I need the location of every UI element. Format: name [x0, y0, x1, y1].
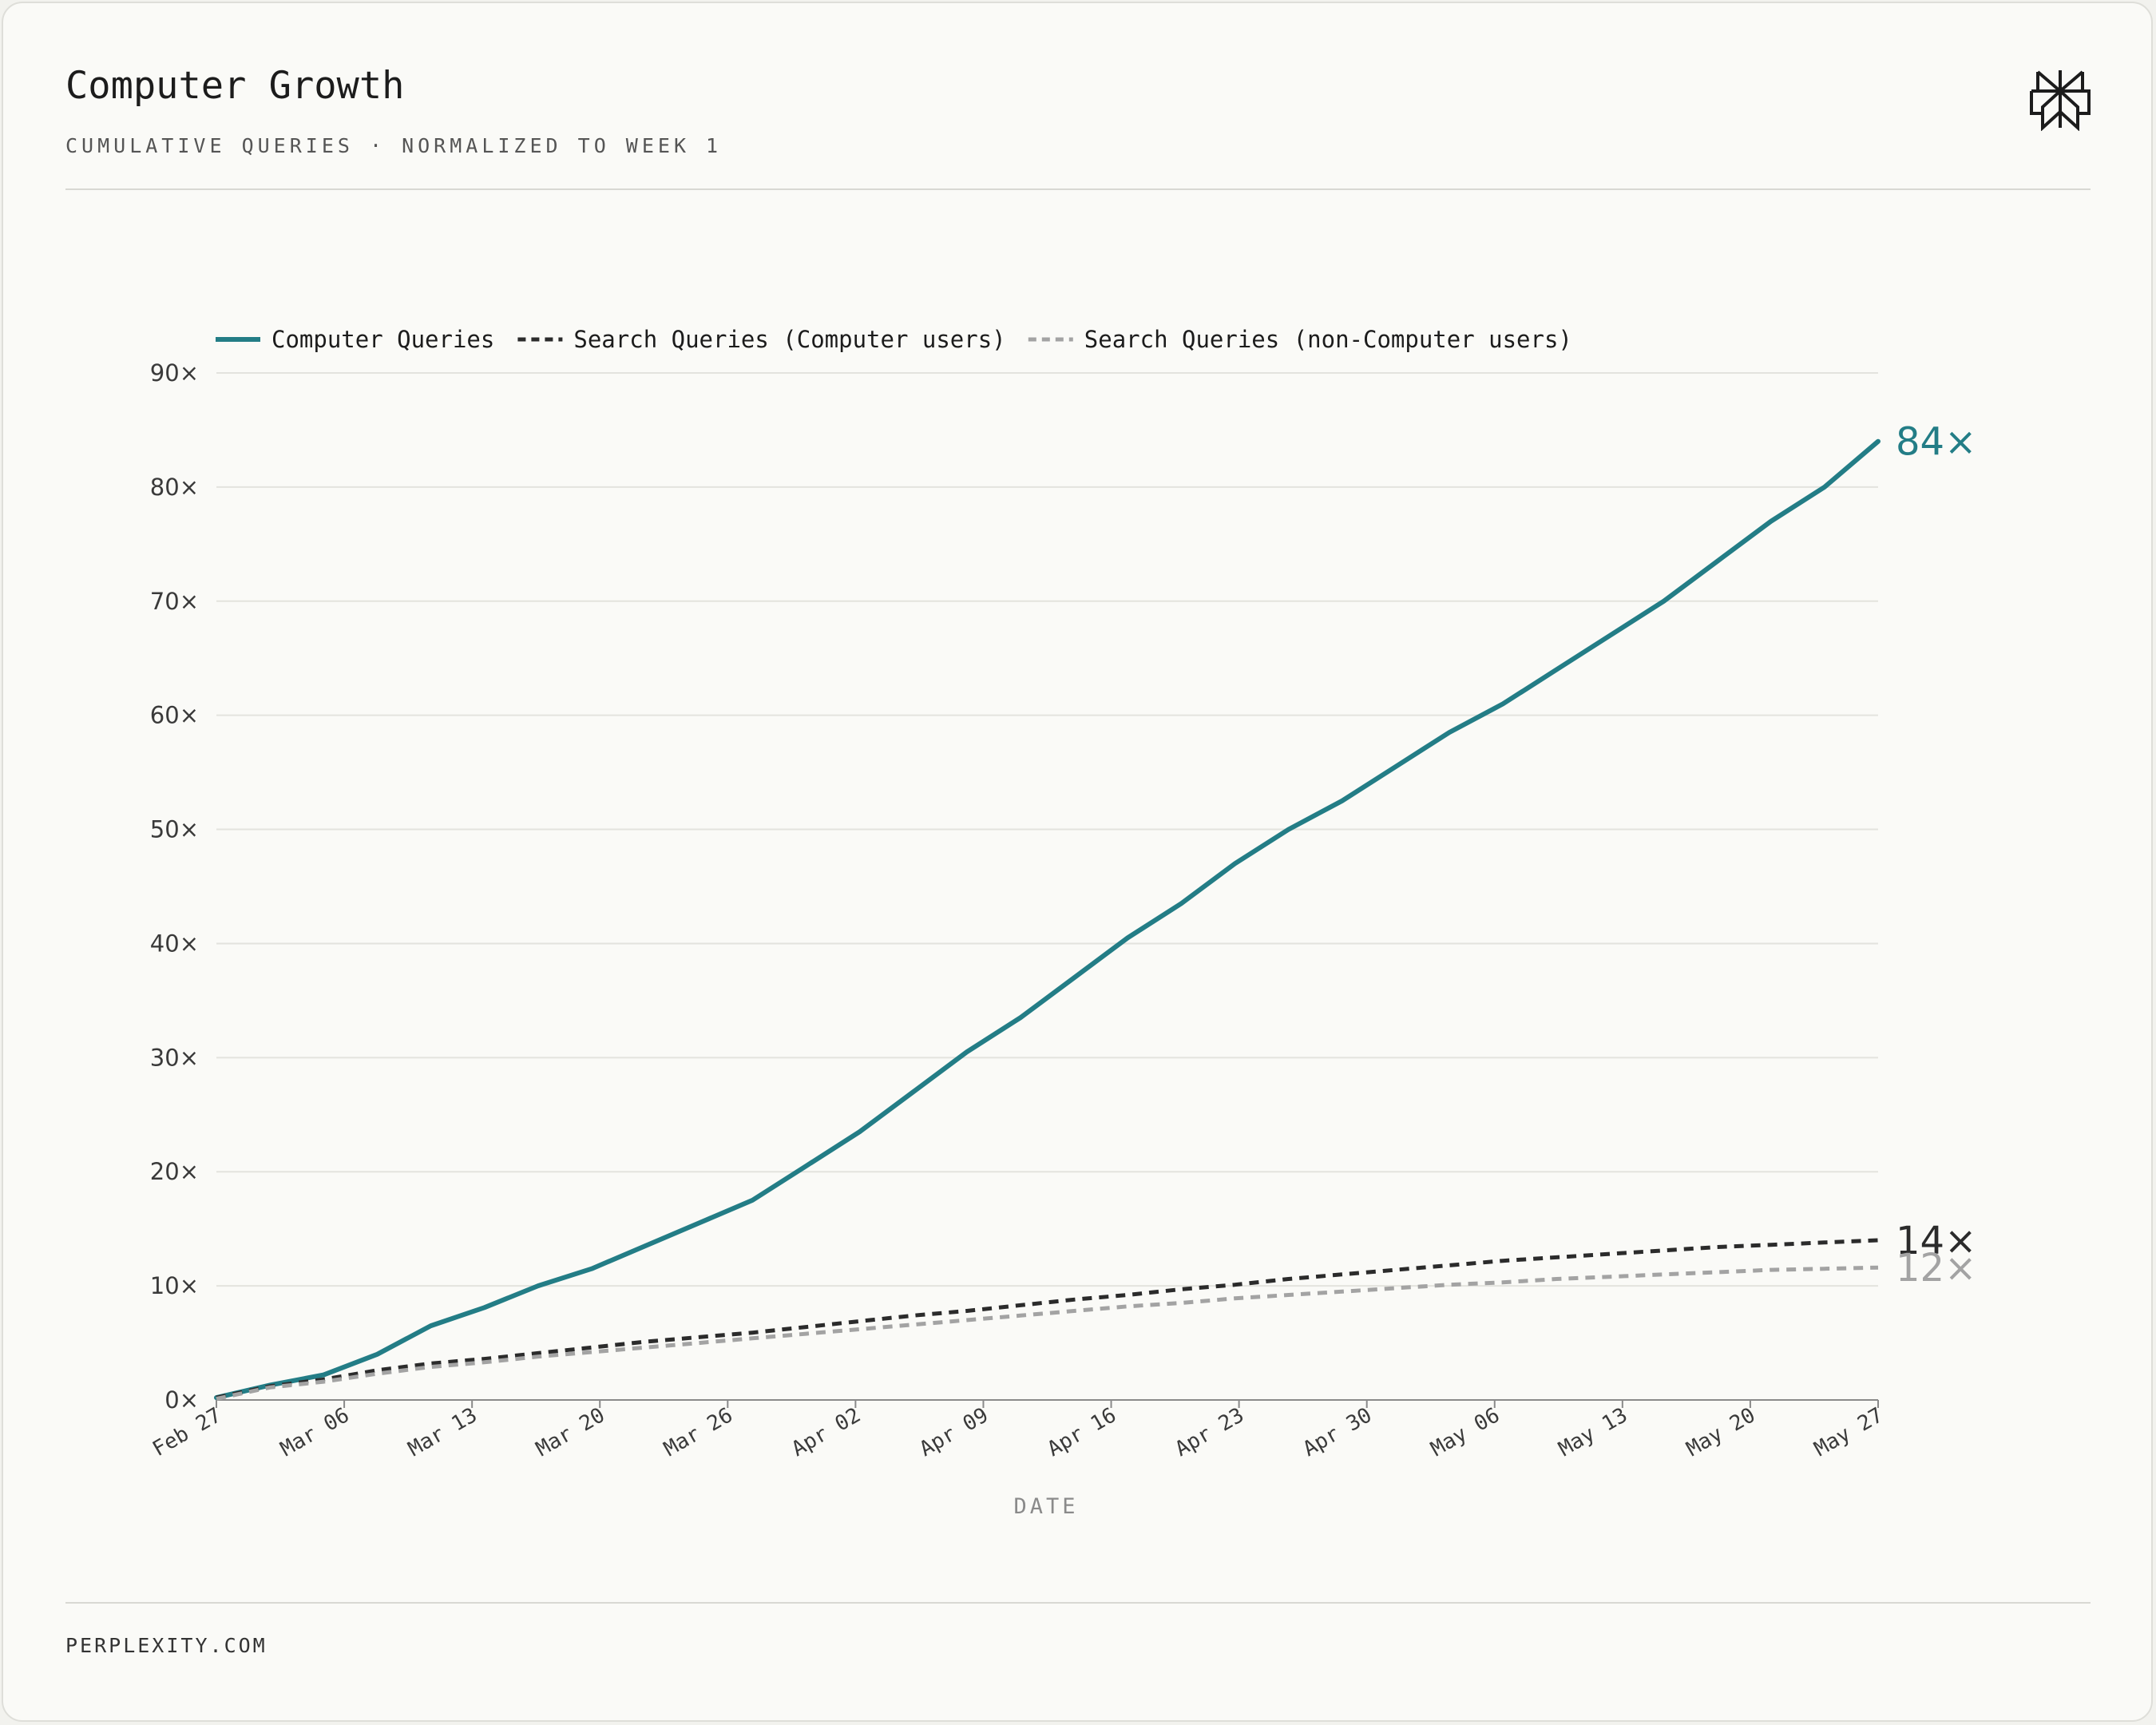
x-tick-label: Apr 23 [1171, 1403, 1248, 1461]
legend-label: Search Queries (Computer users) [573, 326, 1005, 353]
end-value-label: 12× [1896, 1246, 1976, 1291]
y-tick-label: 0× [164, 1386, 199, 1414]
y-tick-label: 10× [150, 1272, 199, 1299]
x-tick-label: Mar 13 [404, 1403, 481, 1461]
x-tick-label: May 13 [1555, 1403, 1631, 1461]
legend-label: Computer Queries [271, 326, 494, 353]
x-tick-label: May 20 [1682, 1403, 1759, 1461]
x-tick-label: Mar 26 [660, 1403, 736, 1461]
x-tick-label: Apr 09 [916, 1403, 993, 1461]
end-value-label: 14× [1896, 1219, 1976, 1263]
header-divider [65, 188, 2091, 190]
x-tick-label: May 27 [1810, 1403, 1887, 1461]
series-line-1 [216, 1238, 1879, 1400]
legend-label: Search Queries (non-Computer users) [1084, 326, 1572, 353]
y-tick-label: 70× [150, 588, 199, 615]
footer-site-name: PERPLEXITY.COM [65, 1634, 268, 1657]
x-tick-label: Mar 06 [276, 1403, 353, 1461]
y-tick-label: 80× [150, 474, 199, 501]
y-tick-label: 50× [150, 816, 199, 843]
end-value-label: 84× [1896, 420, 1976, 465]
y-tick-label: 30× [150, 1044, 199, 1071]
y-tick-label: 40× [150, 930, 199, 957]
y-tick-label: 90× [150, 359, 199, 387]
x-tick-label: May 06 [1427, 1403, 1504, 1461]
y-tick-label: 20× [150, 1158, 199, 1185]
x-tick-label: Apr 30 [1299, 1403, 1376, 1461]
page-title: Computer Growth [65, 64, 405, 108]
x-tick-label: Apr 16 [1044, 1403, 1120, 1461]
y-tick-label: 60× [150, 702, 199, 729]
footer-divider [65, 1602, 2091, 1604]
perplexity-logo-icon [2030, 70, 2091, 131]
series-line-0 [214, 438, 1881, 1401]
x-axis-label: DATE [1013, 1494, 1078, 1519]
x-tick-label: Mar 20 [532, 1403, 608, 1461]
page-subtitle: CUMULATIVE QUERIES · NORMALIZED TO WEEK … [65, 134, 723, 157]
x-tick-label: Apr 02 [788, 1403, 865, 1461]
series-line-2 [216, 1265, 1879, 1402]
